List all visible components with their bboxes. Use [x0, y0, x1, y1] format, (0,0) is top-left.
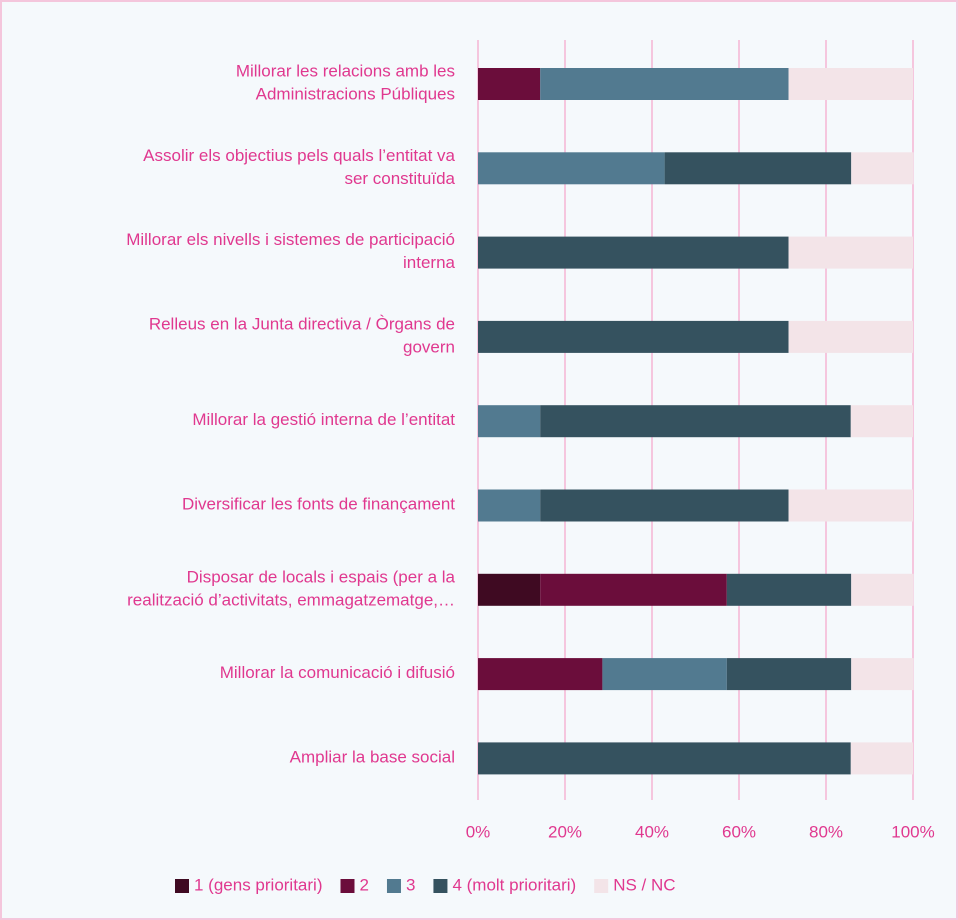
x-tick-label: 0%: [466, 822, 491, 841]
legend-label: 4 (molt prioritari): [452, 875, 576, 894]
bar-segment: [851, 152, 914, 185]
bar-segment: [478, 742, 851, 775]
legend-label: 2: [360, 875, 369, 894]
category-label: Millorar la gestió interna de l’entitat: [192, 411, 455, 430]
bar-segment: [478, 573, 541, 606]
legend-label: 3: [406, 875, 415, 894]
bar-segment: [850, 405, 913, 438]
x-tick-label: 60%: [722, 822, 756, 841]
bar-segment: [478, 236, 789, 269]
category-label: Millorar les relacions amb les Administra…: [236, 62, 455, 104]
bar-segment: [851, 573, 914, 606]
category-label: Relleus en la Junta directiva / Òrgans d…: [149, 315, 455, 357]
bar-segment: [540, 489, 789, 522]
category-label: Assolir els objectius pels quals l’entit…: [143, 146, 455, 188]
bar-segment: [788, 489, 913, 522]
legend-swatch: [340, 879, 355, 893]
category-label: Disposar de locals i espais (per a la rea…: [127, 568, 455, 610]
x-tick-label: 20%: [548, 822, 582, 841]
bar-segment: [851, 658, 914, 691]
category-label: Millorar els nivells i sistemes de parti…: [126, 231, 455, 273]
bar-segment: [540, 68, 789, 100]
bar-segment: [478, 658, 603, 691]
bar-segment: [788, 320, 913, 353]
bar-segment: [478, 405, 541, 438]
legend-swatch: [386, 879, 401, 893]
bar-segment: [540, 573, 727, 606]
bar-segment: [850, 742, 913, 775]
bar-segment: [788, 68, 913, 100]
legend-label: 1 (gens prioritari): [194, 875, 323, 894]
x-tick-label: 100%: [891, 822, 934, 841]
x-tick-label: 40%: [635, 822, 669, 841]
category-label: Ampliar la base social: [290, 748, 455, 767]
bar-segment: [602, 658, 727, 691]
legend-swatch: [175, 879, 189, 893]
x-tick-label: 80%: [809, 822, 843, 841]
bar-segment: [726, 658, 852, 691]
bar-segment: [726, 573, 852, 606]
bar-segment: [788, 236, 913, 269]
bar-segment: [478, 489, 541, 522]
legend-swatch: [594, 879, 609, 893]
bar-segment: [478, 152, 665, 185]
bar-segment: [664, 152, 852, 185]
legend-label: NS / NC: [613, 875, 675, 894]
bar-segment: [478, 320, 789, 353]
category-label: Millorar la comunicació i difusió: [220, 664, 455, 683]
category-label: Diversificar les fonts de finançament: [182, 495, 455, 514]
bar-segment: [478, 68, 541, 100]
bar-segment: [540, 405, 851, 438]
legend-swatch: [433, 879, 448, 893]
